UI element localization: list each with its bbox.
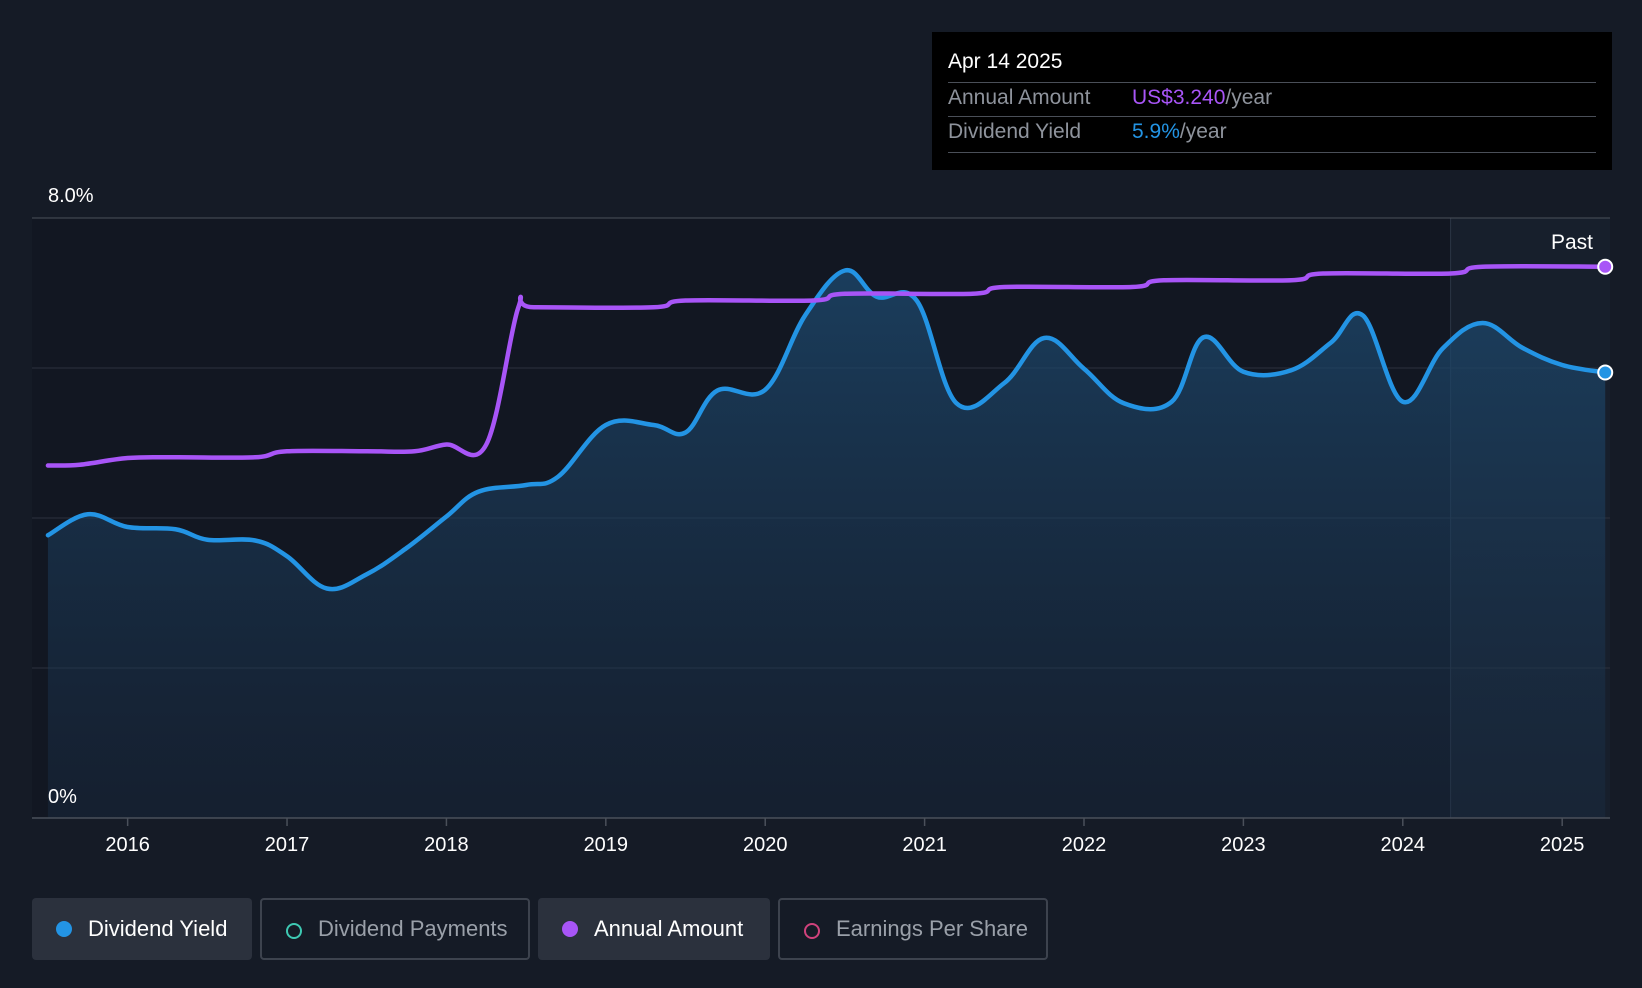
end-markers	[1597, 258, 1614, 381]
legend-label: Annual Amount	[594, 916, 744, 941]
tooltip-value-wrap: 5.9%/year	[1132, 120, 1227, 144]
legend-label: Earnings Per Share	[836, 916, 1028, 941]
x-tick-label: 2016	[105, 834, 150, 856]
hollow-circle-icon	[286, 923, 302, 939]
x-tick-label: 2021	[902, 834, 947, 856]
hollow-circle-icon	[804, 923, 820, 939]
tooltip-label: Dividend Yield	[948, 120, 1082, 143]
annual-amount-line	[45, 263, 1608, 468]
tooltip-row-dividend-yield: Dividend Yield 5.9%/year	[948, 120, 1227, 144]
tooltip-unit: /year	[1179, 120, 1227, 143]
x-tick-label: 2023	[1221, 834, 1266, 856]
tooltip-date: Apr 14 2025	[948, 50, 1063, 73]
legend-annual-amount[interactable]: Annual Amount	[538, 898, 770, 960]
legend-dividend-yield[interactable]: Dividend Yield	[32, 898, 252, 960]
y-axis-labels: 8.0% 0%	[48, 185, 94, 808]
legend-label: Dividend Payments	[318, 916, 508, 941]
tooltip-value-wrap: US$3.240/year	[1132, 86, 1272, 110]
x-tick-label: 2018	[424, 834, 469, 856]
x-tick-label: 2025	[1540, 834, 1585, 856]
filled-circle-icon	[562, 921, 578, 937]
x-tick-label: 2022	[1062, 834, 1107, 856]
y-tick-label-bottom: 0%	[48, 786, 77, 808]
dividend-yield-area	[47, 270, 1606, 818]
tooltip-row-annual-amount: Annual Amount US$3.240/year	[948, 86, 1272, 110]
y-tick-label-top: 8.0%	[48, 185, 94, 207]
hover-tooltip: Apr 14 2025 Annual Amount US$3.240/year …	[932, 32, 1612, 170]
past-label: Past	[1551, 231, 1593, 254]
series-lines	[45, 263, 1608, 592]
legend-dividend-payments[interactable]: Dividend Payments	[260, 898, 530, 960]
tooltip-divider	[948, 152, 1596, 153]
annual-amount-end-marker	[1597, 258, 1614, 275]
x-tick-label: 2019	[584, 834, 629, 856]
tooltip-divider	[948, 116, 1596, 117]
filled-circle-icon	[56, 921, 72, 937]
x-tick-label: 2017	[265, 834, 310, 856]
tooltip-label: Annual Amount	[948, 86, 1091, 109]
tooltip-unit: /year	[1225, 86, 1273, 109]
tooltip-divider	[948, 82, 1596, 83]
x-tick-label: 2020	[743, 834, 788, 856]
legend-label: Dividend Yield	[88, 916, 228, 941]
legend-earnings-per-share[interactable]: Earnings Per Share	[778, 898, 1048, 960]
tooltip-value: US$3.240	[1132, 86, 1226, 109]
dividend-yield-line	[45, 268, 1608, 592]
series-areas	[47, 270, 1606, 818]
tooltip-value: 5.9%	[1132, 120, 1180, 143]
x-axis: 2016 2017 2018 2019 2020 2021 2022 2023 2024 2025	[32, 817, 1610, 856]
dividend-yield-end-marker	[1597, 364, 1614, 381]
x-tick-label: 2024	[1381, 834, 1426, 856]
